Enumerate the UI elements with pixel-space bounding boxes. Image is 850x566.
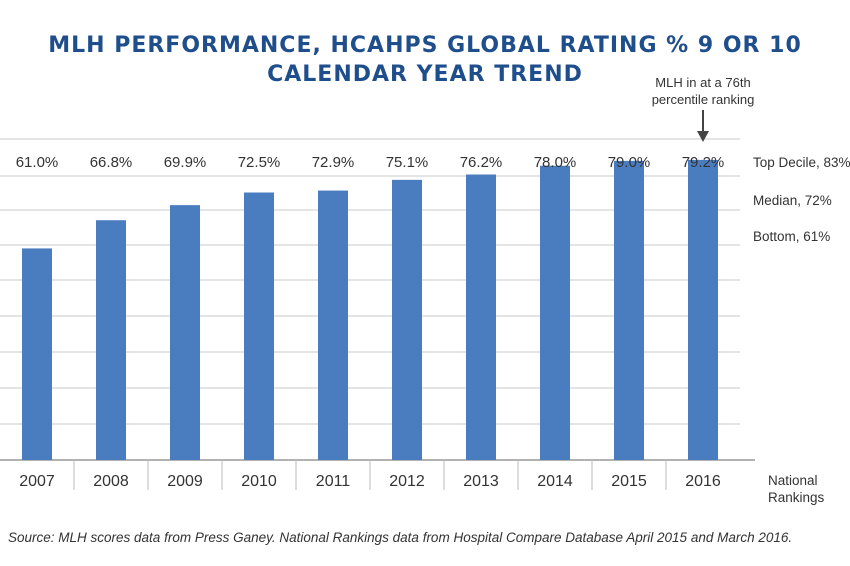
chart-title-line-2: CALENDAR YEAR TREND [267,62,583,87]
right-axis-label: National [768,473,818,488]
reference-label: Top Decile, 83% [753,155,850,170]
right-axis-label: Rankings [768,490,825,505]
x-tick-label: 2011 [316,473,351,490]
data-label: 78.0% [534,154,577,171]
data-label: 79.0% [608,154,651,171]
bar [688,159,718,460]
x-tick-label: 2014 [537,473,573,490]
data-label: 72.5% [238,154,281,171]
bar [540,165,570,460]
bar [96,220,126,460]
x-tick-label: 2010 [241,473,277,490]
bar [22,248,52,460]
data-label: 76.2% [460,154,503,171]
data-label: 75.1% [386,154,429,171]
annotation-text: MLH in at a 76th [655,75,750,90]
reference-label: Bottom, 61% [753,229,830,244]
x-tick-label: 2012 [389,473,425,490]
reference-label: Median, 72% [753,193,832,208]
x-tick-label: 2013 [463,473,499,490]
annotation-arrow-head [697,131,709,142]
source-note: Source: MLH scores data from Press Ganey… [8,530,793,545]
bar [244,192,274,460]
x-tick-label: 2016 [685,473,721,490]
x-tick-label: 2015 [611,473,647,490]
annotation-text: percentile ranking [652,92,755,107]
x-tick-label: 2008 [93,473,129,490]
bar [466,174,496,460]
data-label: 79.2% [682,154,725,171]
bar [170,205,200,460]
data-label: 61.0% [16,154,59,171]
data-label: 66.8% [90,154,133,171]
x-tick-label: 2007 [19,473,55,490]
chart-title-line-1: MLH PERFORMANCE, HCAHPS GLOBAL RATING % … [48,33,802,58]
bar [614,160,644,461]
data-label: 69.9% [164,154,207,171]
bar [318,190,348,460]
x-tick-label: 2009 [167,473,203,490]
bar [392,179,422,460]
data-label: 72.9% [312,154,355,171]
